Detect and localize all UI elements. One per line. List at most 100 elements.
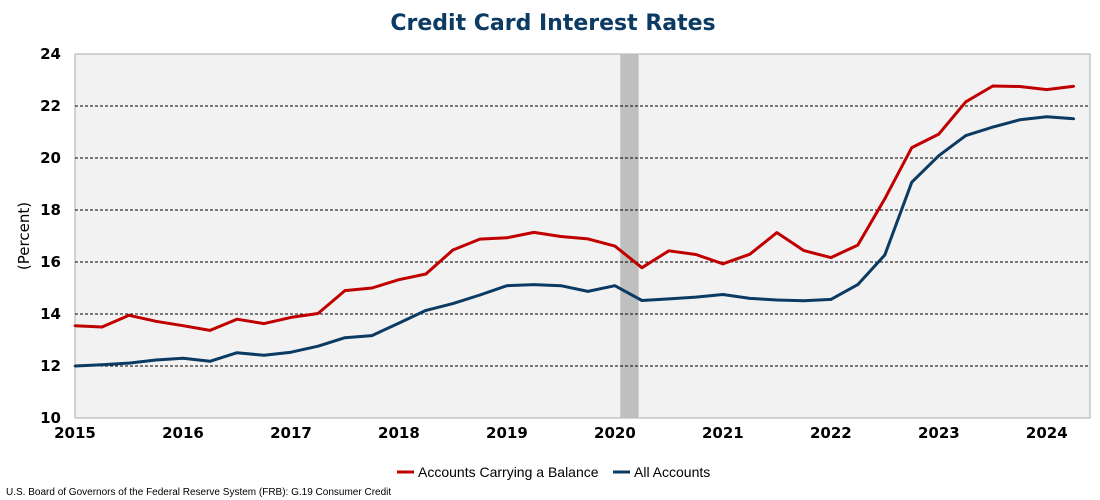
- x-tick-label: 2021: [702, 424, 744, 442]
- data-point: [640, 266, 644, 270]
- data-point: [181, 356, 185, 360]
- data-point: [640, 299, 644, 302]
- data-point: [532, 283, 536, 286]
- data-point: [856, 243, 860, 247]
- legend: Accounts Carrying a Balance All Accounts: [397, 464, 710, 480]
- series-line: [74, 115, 1074, 368]
- y-tick-label: 20: [40, 149, 61, 167]
- data-point: [829, 256, 833, 259]
- source-note: U.S. Board of Governors of the Federal R…: [6, 487, 391, 498]
- data-point: [397, 278, 401, 281]
- data-point: [1018, 85, 1022, 88]
- data-point: [154, 319, 158, 323]
- x-tick-label: 2016: [162, 424, 204, 442]
- data-point: [343, 289, 347, 292]
- recession-band: [620, 54, 639, 418]
- data-point: [883, 197, 887, 201]
- data-point: [289, 316, 293, 319]
- y-tick-label: 22: [40, 97, 61, 115]
- data-point: [775, 298, 779, 302]
- data-point: [910, 180, 914, 184]
- plot-area: [74, 53, 1091, 419]
- series-line: [74, 84, 1074, 332]
- data-point: [775, 231, 779, 234]
- data-point: [127, 314, 131, 317]
- data-point: [478, 237, 482, 241]
- y-tick-label: 10: [40, 409, 61, 427]
- data-point: [1072, 117, 1076, 121]
- series-balance: [73, 84, 1076, 332]
- data-point: [991, 125, 995, 129]
- x-tick-label: 2024: [1026, 424, 1068, 442]
- data-point: [586, 237, 590, 241]
- data-point: [1072, 84, 1076, 88]
- data-point: [208, 360, 212, 363]
- data-point: [586, 290, 590, 293]
- y-tick-label: 12: [40, 357, 61, 375]
- legend-label-balance: Accounts Carrying a Balance: [418, 464, 599, 480]
- data-point: [802, 249, 806, 252]
- data-point: [316, 344, 320, 348]
- data-point: [721, 262, 725, 266]
- data-point: [667, 297, 671, 301]
- y-tick-label: 18: [40, 201, 61, 219]
- data-point: [262, 322, 266, 325]
- x-tick-label: 2018: [378, 424, 420, 442]
- data-point: [235, 351, 239, 355]
- data-point: [937, 132, 941, 136]
- data-point: [208, 329, 212, 332]
- data-point: [343, 336, 347, 339]
- data-point: [370, 334, 374, 337]
- data-point: [451, 248, 455, 252]
- data-point: [505, 236, 509, 240]
- data-point: [910, 146, 914, 149]
- data-point: [991, 84, 995, 88]
- data-point: [856, 283, 860, 286]
- data-point: [316, 312, 320, 315]
- data-point: [424, 309, 428, 312]
- data-point: [100, 325, 104, 329]
- data-point: [1018, 118, 1022, 122]
- data-point: [100, 363, 104, 367]
- x-tick-label: 2015: [54, 424, 96, 442]
- x-tick-label: 2020: [594, 424, 636, 442]
- y-tick-label: 14: [40, 305, 61, 323]
- data-point: [73, 364, 77, 368]
- data-point: [559, 284, 563, 287]
- data-point: [181, 324, 185, 328]
- data-point: [721, 293, 725, 296]
- data-point: [127, 361, 131, 365]
- data-point: [694, 295, 698, 299]
- data-point: [262, 354, 266, 357]
- chart-title: Credit Card Interest Rates: [390, 11, 715, 36]
- data-point: [667, 249, 671, 253]
- data-point: [505, 284, 509, 287]
- x-tick-label: 2022: [810, 424, 852, 442]
- data-point: [1045, 115, 1049, 118]
- data-point: [964, 134, 968, 137]
- data-point: [829, 298, 833, 301]
- data-point: [235, 317, 239, 321]
- data-point: [694, 253, 698, 256]
- data-point: [451, 302, 455, 305]
- data-point: [397, 321, 401, 325]
- data-point: [883, 253, 887, 257]
- data-point: [478, 293, 482, 297]
- data-point: [424, 272, 428, 276]
- y-axis-label: (Percent): [15, 202, 33, 270]
- data-point: [154, 358, 158, 362]
- data-point: [370, 286, 374, 290]
- legend-label-all: All Accounts: [634, 464, 710, 480]
- series-all-accounts: [73, 115, 1076, 368]
- y-tick-label: 16: [40, 253, 61, 271]
- data-point: [289, 350, 293, 354]
- x-tick-label: 2019: [486, 424, 528, 442]
- data-point: [937, 154, 941, 157]
- data-point: [802, 299, 806, 303]
- data-point: [559, 235, 563, 238]
- data-point: [73, 324, 77, 328]
- y-tick-label: 24: [40, 45, 61, 63]
- data-point: [964, 100, 968, 104]
- data-point: [748, 252, 752, 256]
